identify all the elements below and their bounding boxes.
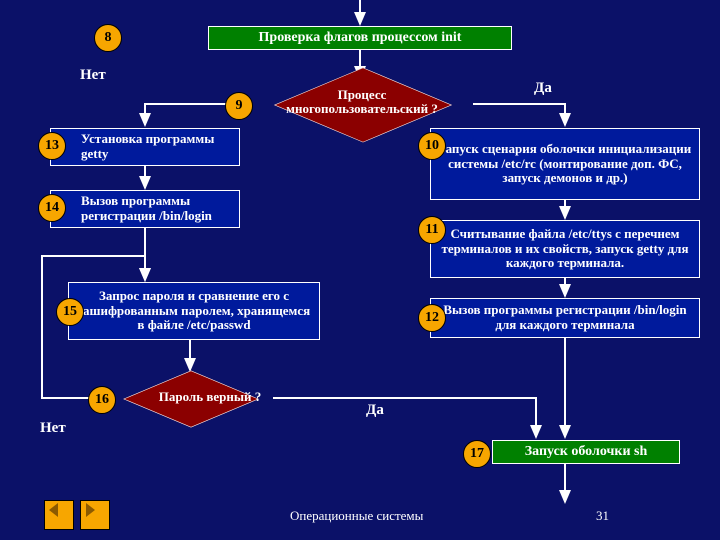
badge-16: 16 bbox=[88, 386, 116, 414]
badge-10: 10 bbox=[418, 132, 446, 160]
badge-9: 9 bbox=[225, 92, 253, 120]
node-label: Запрос пароля и сравнение его с зашифров… bbox=[75, 289, 313, 334]
node-label: Вызов программы регистрации /bin/login д… bbox=[437, 303, 693, 333]
node-bin-login: Вызов программы регистрации /bin/login bbox=[50, 190, 240, 228]
page-number: 31 bbox=[596, 508, 609, 524]
node-init-flags: Проверка флагов процессом init bbox=[208, 26, 512, 50]
badge-15: 15 bbox=[56, 298, 84, 326]
node-etc-rc: Запуск сценария оболочки инициализации с… bbox=[430, 128, 700, 200]
node-login-each-terminal: Вызов программы регистрации /bin/login д… bbox=[430, 298, 700, 338]
badge-13: 13 bbox=[38, 132, 66, 160]
badge-8: 8 bbox=[94, 24, 122, 52]
node-label: Запуск сценария оболочки инициализации с… bbox=[437, 142, 693, 187]
badge-14: 14 bbox=[38, 194, 66, 222]
branch-yes-bottom: Да bbox=[366, 402, 384, 419]
node-label: Проверка флагов процессом init bbox=[259, 30, 462, 46]
branch-no-top: Нет bbox=[80, 67, 106, 84]
decision-multiuser-label: Процесс многопользовательский ? bbox=[278, 88, 446, 117]
footer-text: Операционные системы bbox=[290, 508, 423, 524]
badge-12: 12 bbox=[418, 304, 446, 332]
branch-yes-top: Да bbox=[534, 80, 552, 97]
node-launch-sh: Запуск оболочки sh bbox=[492, 440, 680, 464]
node-etc-ttys: Считывание файла /etc/ttys с перечнем те… bbox=[430, 220, 700, 278]
node-label: Запуск оболочки sh bbox=[525, 444, 648, 460]
badge-17: 17 bbox=[463, 440, 491, 468]
node-install-getty: Установка программы getty bbox=[50, 128, 240, 166]
branch-no-bottom: Нет bbox=[40, 420, 66, 437]
chevron-right-icon bbox=[81, 501, 99, 519]
node-password-check: Запрос пароля и сравнение его с зашифров… bbox=[68, 282, 320, 340]
node-label: Вызов программы регистрации /bin/login bbox=[81, 194, 233, 224]
decision-password-ok-label: Пароль верный ? bbox=[130, 390, 290, 404]
prev-button[interactable] bbox=[44, 500, 74, 530]
node-label: Считывание файла /etc/ttys с перечнем те… bbox=[437, 227, 693, 272]
node-label: Установка программы getty bbox=[81, 132, 233, 162]
chevron-left-icon bbox=[45, 501, 63, 519]
next-button[interactable] bbox=[80, 500, 110, 530]
badge-11: 11 bbox=[418, 216, 446, 244]
